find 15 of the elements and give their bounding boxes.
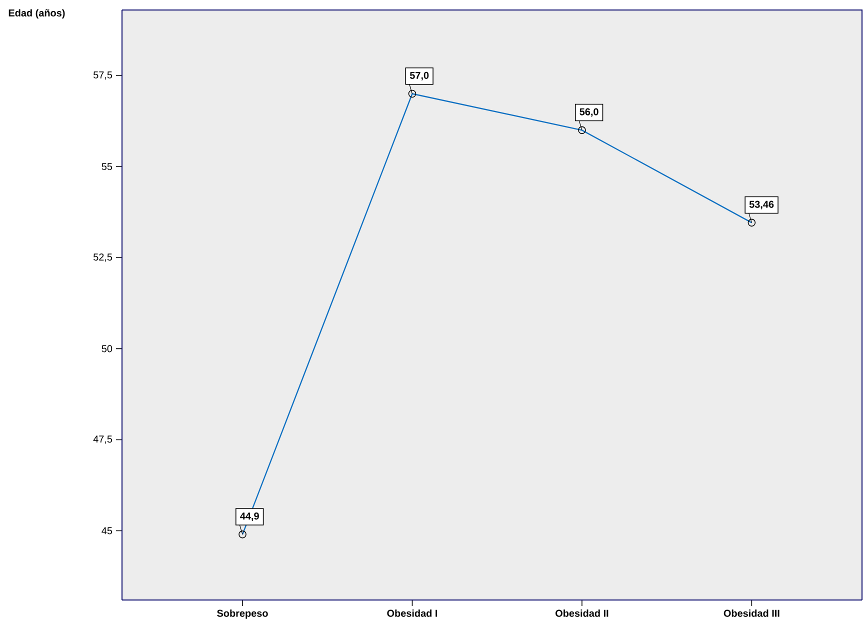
y-axis-title: Edad (años) xyxy=(8,9,65,18)
data-label: 56,0 xyxy=(580,108,598,117)
y-tick-label: 52,5 xyxy=(94,254,112,262)
x-tick-label: Obesidad II xyxy=(556,610,608,617)
y-tick-label: 57,5 xyxy=(94,71,112,80)
y-tick-label: 55 xyxy=(102,163,112,170)
y-tick-label: 47,5 xyxy=(93,436,112,444)
x-tick-label: Obesidad I xyxy=(387,610,438,617)
x-tick-label: Obesidad III xyxy=(724,610,780,617)
data-label: 57,0 xyxy=(410,72,429,80)
y-tick-label: 50 xyxy=(102,345,112,352)
data-label: 44,9 xyxy=(240,512,259,522)
data-label: 53,46 xyxy=(749,200,774,210)
y-tick-label: 45 xyxy=(102,527,112,534)
x-tick-label: Sobrepeso xyxy=(217,610,268,619)
